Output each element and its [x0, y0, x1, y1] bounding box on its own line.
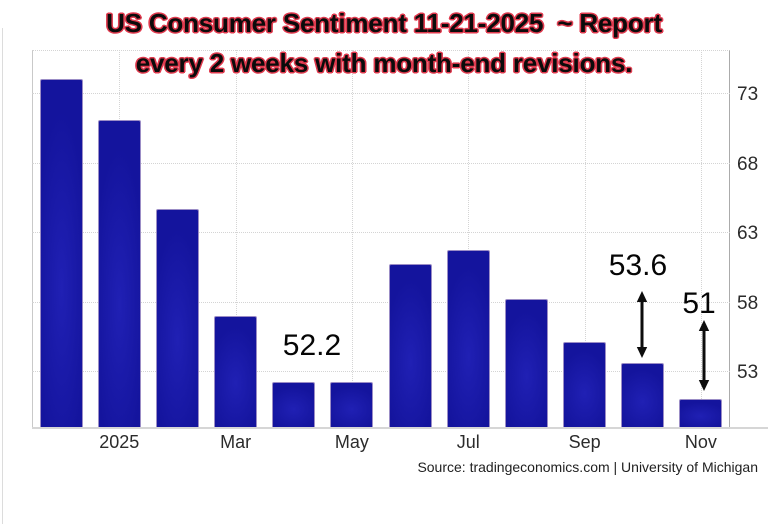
y-tick-63: 63 [737, 223, 759, 245]
x-tick-jul: Jul [456, 432, 480, 452]
y-gridline-73 [32, 93, 730, 95]
source-credit: Source: tradingeconomics.com | Universit… [417, 459, 758, 475]
bar-sep-2025 [563, 342, 607, 427]
x-gridline-may [351, 50, 353, 427]
left-edge-divider [2, 28, 3, 524]
x-tick-may: May [334, 432, 369, 452]
annotation-52-2: 52.2 [282, 329, 342, 362]
bar-may-2025 [330, 382, 374, 427]
bar-nov-2025 [679, 399, 723, 427]
chart-title-line2: every 2 weeks with month-end revisions. [135, 48, 633, 78]
bar-oct-2025 [621, 363, 665, 427]
y-gridline-58 [32, 301, 730, 303]
y-tick-53: 53 [737, 362, 759, 384]
x-tick-2025: 2025 [99, 432, 140, 452]
y-tick-58: 58 [737, 292, 759, 314]
annotation-arrow-51 [698, 320, 710, 391]
x-tick-sep: Sep [568, 432, 601, 452]
bar-jan-2025 [97, 119, 141, 427]
chart-title: US Consumer Sentiment 11-21-2025 ~ Repor… [0, 3, 768, 83]
y-tick-73: 73 [737, 84, 759, 106]
x-axis-line [32, 427, 768, 429]
annotation-arrow-53-6 [636, 291, 648, 358]
bar-apr-2025 [272, 382, 316, 427]
plot-area [32, 50, 730, 427]
chart-title-line1: US Consumer Sentiment 11-21-2025 ~ Repor… [106, 8, 662, 38]
bar-dec-2024 [39, 79, 83, 427]
x-gridline-mar [235, 50, 237, 427]
x-gridline-sep [584, 50, 586, 427]
x-tick-mar: Mar [220, 432, 252, 452]
x-gridline-jul [468, 50, 470, 427]
y-gridline-68 [32, 162, 730, 164]
annotation-51: 51 [682, 287, 716, 320]
bar-aug-2025 [504, 299, 548, 427]
bar-feb-2025 [155, 208, 199, 427]
y-gridline-63 [32, 232, 730, 234]
y-tick-68: 68 [737, 153, 759, 175]
y-gridline-53 [32, 371, 730, 373]
annotation-53-6: 53.6 [608, 249, 668, 282]
bar-mar-2025 [214, 315, 258, 427]
x-tick-nov: Nov [684, 432, 717, 452]
x-gridline-nov [700, 50, 702, 427]
bar-jun-2025 [388, 264, 432, 427]
bar-jul-2025 [446, 250, 490, 427]
